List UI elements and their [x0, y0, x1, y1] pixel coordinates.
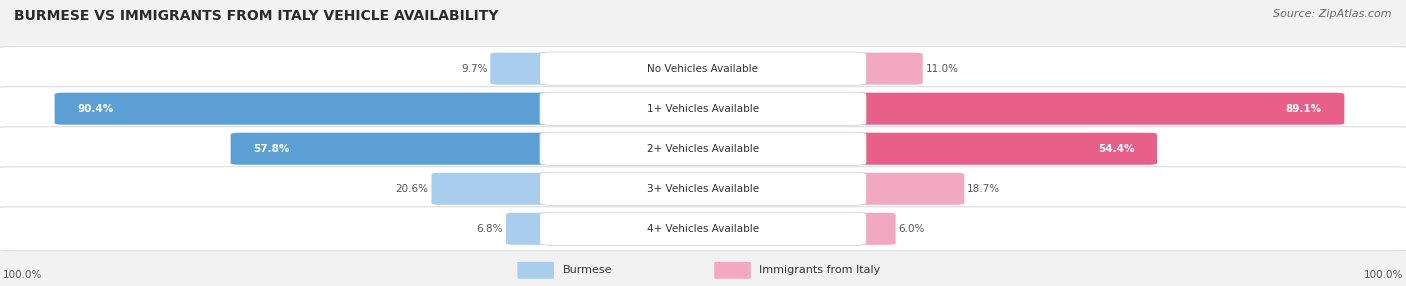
Text: BURMESE VS IMMIGRANTS FROM ITALY VEHICLE AVAILABILITY: BURMESE VS IMMIGRANTS FROM ITALY VEHICLE… [14, 9, 499, 23]
Text: 11.0%: 11.0% [925, 64, 959, 74]
Text: 6.8%: 6.8% [477, 224, 503, 234]
FancyBboxPatch shape [540, 132, 866, 165]
FancyBboxPatch shape [846, 173, 965, 205]
Text: Source: ZipAtlas.com: Source: ZipAtlas.com [1274, 9, 1392, 19]
FancyBboxPatch shape [540, 212, 866, 245]
Text: 3+ Vehicles Available: 3+ Vehicles Available [647, 184, 759, 194]
Text: 6.0%: 6.0% [898, 224, 925, 234]
FancyBboxPatch shape [0, 167, 1406, 211]
Text: 100.0%: 100.0% [3, 270, 42, 279]
FancyBboxPatch shape [714, 262, 751, 279]
FancyBboxPatch shape [0, 127, 1406, 171]
FancyBboxPatch shape [846, 213, 896, 245]
FancyBboxPatch shape [55, 93, 560, 125]
Text: 4+ Vehicles Available: 4+ Vehicles Available [647, 224, 759, 234]
Text: 1+ Vehicles Available: 1+ Vehicles Available [647, 104, 759, 114]
FancyBboxPatch shape [432, 173, 560, 205]
Text: 100.0%: 100.0% [1364, 270, 1403, 279]
FancyBboxPatch shape [231, 133, 560, 165]
FancyBboxPatch shape [846, 133, 1157, 165]
Text: 9.7%: 9.7% [461, 64, 488, 74]
FancyBboxPatch shape [540, 92, 866, 125]
Text: No Vehicles Available: No Vehicles Available [648, 64, 758, 74]
Text: 89.1%: 89.1% [1285, 104, 1322, 114]
FancyBboxPatch shape [540, 52, 866, 85]
FancyBboxPatch shape [540, 172, 866, 205]
Text: 90.4%: 90.4% [77, 104, 114, 114]
Text: 20.6%: 20.6% [395, 184, 429, 194]
Text: 57.8%: 57.8% [253, 144, 290, 154]
Text: 18.7%: 18.7% [967, 184, 1000, 194]
FancyBboxPatch shape [0, 47, 1406, 91]
Text: 2+ Vehicles Available: 2+ Vehicles Available [647, 144, 759, 154]
Text: Immigrants from Italy: Immigrants from Italy [759, 265, 880, 275]
FancyBboxPatch shape [846, 53, 922, 85]
FancyBboxPatch shape [0, 207, 1406, 251]
FancyBboxPatch shape [506, 213, 560, 245]
FancyBboxPatch shape [491, 53, 560, 85]
Text: 54.4%: 54.4% [1098, 144, 1135, 154]
Text: Burmese: Burmese [562, 265, 612, 275]
FancyBboxPatch shape [517, 262, 554, 279]
FancyBboxPatch shape [846, 93, 1344, 125]
FancyBboxPatch shape [0, 87, 1406, 131]
